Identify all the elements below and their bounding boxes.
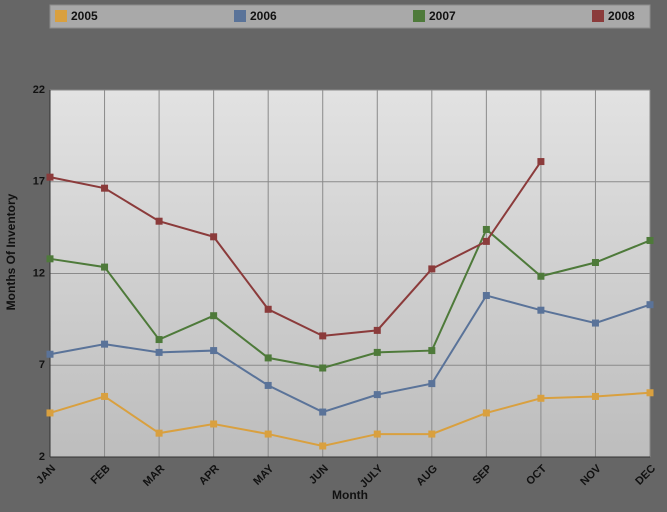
point <box>319 408 327 416</box>
legend-swatch <box>55 10 67 22</box>
point <box>101 392 109 400</box>
point <box>373 326 381 334</box>
x-tick-label: MAY <box>251 462 277 488</box>
point <box>319 442 327 450</box>
y-axis-label: Months Of Inventory <box>4 193 18 310</box>
legend-swatch <box>413 10 425 22</box>
point <box>155 429 163 437</box>
series-line <box>49 391 651 448</box>
x-tick-label: FEB <box>89 463 113 487</box>
point <box>646 389 654 397</box>
point <box>537 158 545 166</box>
point <box>428 347 436 355</box>
point <box>482 237 490 245</box>
legend-swatch <box>592 10 604 22</box>
point <box>264 430 272 438</box>
x-tick-label: JAN <box>34 463 58 487</box>
point <box>264 305 272 313</box>
point <box>482 225 490 233</box>
point <box>101 340 109 348</box>
y-tick-label: 12 <box>33 267 45 279</box>
x-tick-label: JULY <box>358 462 386 490</box>
legend-bar <box>49 4 651 29</box>
point <box>373 348 381 356</box>
x-tick-label: APR <box>197 463 222 488</box>
x-tick-label: NOV <box>578 462 604 488</box>
point <box>264 354 272 362</box>
y-tick-label: 17 <box>33 176 45 188</box>
x-axis-label: Month <box>332 488 368 502</box>
point <box>646 236 654 244</box>
x-tick-label: SEP <box>470 463 494 487</box>
y-tick-label: 2 <box>39 451 45 463</box>
series-line <box>49 161 542 337</box>
point <box>373 430 381 438</box>
point <box>210 347 218 355</box>
legend-label: 2007 <box>429 9 456 23</box>
y-tick-label: 22 <box>33 84 45 96</box>
point <box>428 265 436 273</box>
point <box>210 233 218 241</box>
legend-swatch <box>234 10 246 22</box>
point <box>591 258 599 266</box>
point <box>482 292 490 300</box>
point <box>210 420 218 428</box>
point <box>373 391 381 399</box>
point <box>537 394 545 402</box>
x-tick-label: JUN <box>307 463 331 487</box>
legend-label: 2006 <box>250 9 277 23</box>
point <box>591 319 599 327</box>
point <box>46 255 54 263</box>
series-line <box>49 227 651 370</box>
y-tick-label: 7 <box>39 359 45 371</box>
point <box>210 312 218 320</box>
point <box>46 350 54 358</box>
point <box>101 184 109 192</box>
point <box>319 332 327 340</box>
legend-label: 2008 <box>608 9 635 23</box>
point <box>646 301 654 309</box>
point <box>537 272 545 280</box>
x-tick-label: DEC <box>633 463 658 488</box>
legend-label: 2005 <box>71 9 98 23</box>
series-line <box>49 294 651 414</box>
x-tick-label: MAR <box>141 463 167 489</box>
point <box>591 392 599 400</box>
point <box>155 217 163 225</box>
point <box>319 364 327 372</box>
x-tick-label: OCT <box>524 463 549 488</box>
x-tick-label: AUG <box>414 463 440 489</box>
point <box>155 336 163 344</box>
point <box>537 306 545 314</box>
point <box>46 409 54 417</box>
point <box>428 430 436 438</box>
point <box>101 263 109 271</box>
point <box>155 348 163 356</box>
point <box>482 409 490 417</box>
point <box>264 381 272 389</box>
point <box>428 380 436 388</box>
point <box>46 173 54 181</box>
